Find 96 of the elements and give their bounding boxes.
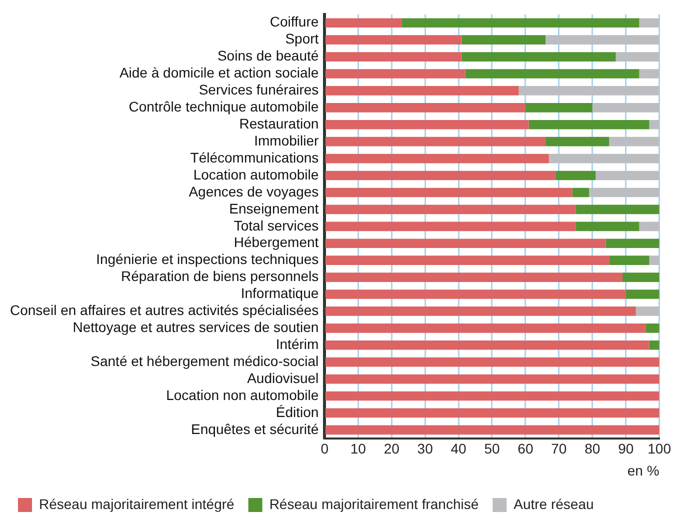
bar xyxy=(589,188,660,198)
bar xyxy=(556,170,596,180)
bar xyxy=(325,290,626,299)
bar xyxy=(325,222,576,232)
bar xyxy=(639,222,660,232)
bar xyxy=(609,256,650,265)
y-tick-label: Intérim xyxy=(276,336,319,352)
bar xyxy=(325,256,610,265)
y-tick-label: Hébergement xyxy=(234,234,319,250)
y-tick-label: Restauration xyxy=(239,116,319,132)
x-tick-label: 80 xyxy=(584,440,600,457)
bar xyxy=(528,120,650,130)
x-tick-label: 90 xyxy=(618,440,634,457)
bar xyxy=(639,18,660,28)
y-tick-label: Audiovisuel xyxy=(247,370,319,386)
bar xyxy=(546,136,610,146)
y-tick-label: Sport xyxy=(285,30,319,47)
x-axis-title: en % xyxy=(627,462,660,478)
x-tick-label: 0 xyxy=(320,440,329,457)
y-tick-label: Location automobile xyxy=(193,166,319,182)
bar xyxy=(325,340,650,350)
bar xyxy=(548,154,660,164)
y-tick-label: Ingénierie et inspections techniques xyxy=(96,251,319,268)
y-tick-label: Santé et hébergement médico-social xyxy=(90,352,319,369)
y-tick-label: Informatique xyxy=(240,285,319,302)
bar xyxy=(609,136,660,146)
bar xyxy=(639,69,660,78)
bar xyxy=(596,170,660,180)
bar xyxy=(646,323,660,333)
bar xyxy=(325,154,549,164)
legend-label: Réseau majoritairement intégré xyxy=(39,496,235,512)
bar xyxy=(325,120,529,130)
bar xyxy=(572,188,590,198)
bar xyxy=(616,52,660,62)
bar xyxy=(546,35,660,45)
y-tick-label: Services funéraires xyxy=(198,82,319,98)
bar xyxy=(592,103,660,112)
bar xyxy=(649,120,660,130)
y-tick-label: Conseil en affaires et autres activités spécialisées xyxy=(10,302,319,318)
bar xyxy=(325,18,402,28)
legend-label: Réseau majoritairement franchisé xyxy=(269,496,479,512)
bar xyxy=(576,204,660,214)
bar xyxy=(462,52,616,62)
bar xyxy=(325,136,546,146)
x-tick-label: 30 xyxy=(417,440,434,457)
y-tick-label: Agences de voyages xyxy=(188,183,319,200)
y-tick-label: Aide à domicile et action sociale xyxy=(119,64,319,81)
x-tick-label: 50 xyxy=(484,440,500,457)
bar xyxy=(325,391,660,401)
bar xyxy=(325,238,606,248)
x-tick-label: 40 xyxy=(450,440,467,457)
bar xyxy=(402,18,640,28)
bar xyxy=(525,103,592,112)
bar xyxy=(622,272,660,282)
x-tick-label: 60 xyxy=(518,440,534,457)
bar xyxy=(576,222,640,232)
bar xyxy=(325,188,572,198)
y-tick-label: Édition xyxy=(276,404,319,420)
y-tick-label: Enquêtes et sécurité xyxy=(191,420,319,437)
y-tick-label: Location non automobile xyxy=(166,386,319,403)
bar xyxy=(325,69,466,78)
bar xyxy=(325,323,646,333)
bar xyxy=(636,306,660,316)
bar xyxy=(325,103,526,112)
y-tick-label: Coiffure xyxy=(270,14,319,30)
bar xyxy=(325,306,636,316)
bar xyxy=(325,86,519,96)
x-tick-label: 100 xyxy=(648,440,672,457)
bar xyxy=(462,35,546,45)
bar xyxy=(325,374,660,384)
bar xyxy=(325,357,660,367)
y-tick-label: Réparation de biens personnels xyxy=(120,268,319,284)
bar xyxy=(325,425,660,435)
bar xyxy=(518,86,660,96)
y-tick-label: Immobilier xyxy=(254,132,319,148)
bar xyxy=(325,272,623,282)
bar xyxy=(325,35,462,45)
x-tick-label: 10 xyxy=(350,440,366,457)
y-tick-label: Enseignement xyxy=(229,200,319,216)
y-tick-label: Soins de beauté xyxy=(217,48,319,64)
bar xyxy=(649,340,660,350)
legend-label: Autre réseau xyxy=(514,496,594,512)
bar xyxy=(606,238,660,248)
y-tick-label: Contrôle technique automobile xyxy=(128,98,319,115)
x-tick-label: 20 xyxy=(384,440,400,457)
bar xyxy=(649,256,660,265)
bar xyxy=(325,52,462,62)
bar xyxy=(325,170,556,180)
bar xyxy=(325,204,576,214)
bar xyxy=(325,408,660,418)
y-tick-label: Nettoyage et autres services de soutien xyxy=(72,319,319,336)
y-tick-label: Télécommunications xyxy=(190,149,319,166)
y-tick-label: Total services xyxy=(234,217,319,234)
x-tick-label: 70 xyxy=(551,440,567,457)
bar xyxy=(626,290,660,299)
bar xyxy=(465,69,640,78)
